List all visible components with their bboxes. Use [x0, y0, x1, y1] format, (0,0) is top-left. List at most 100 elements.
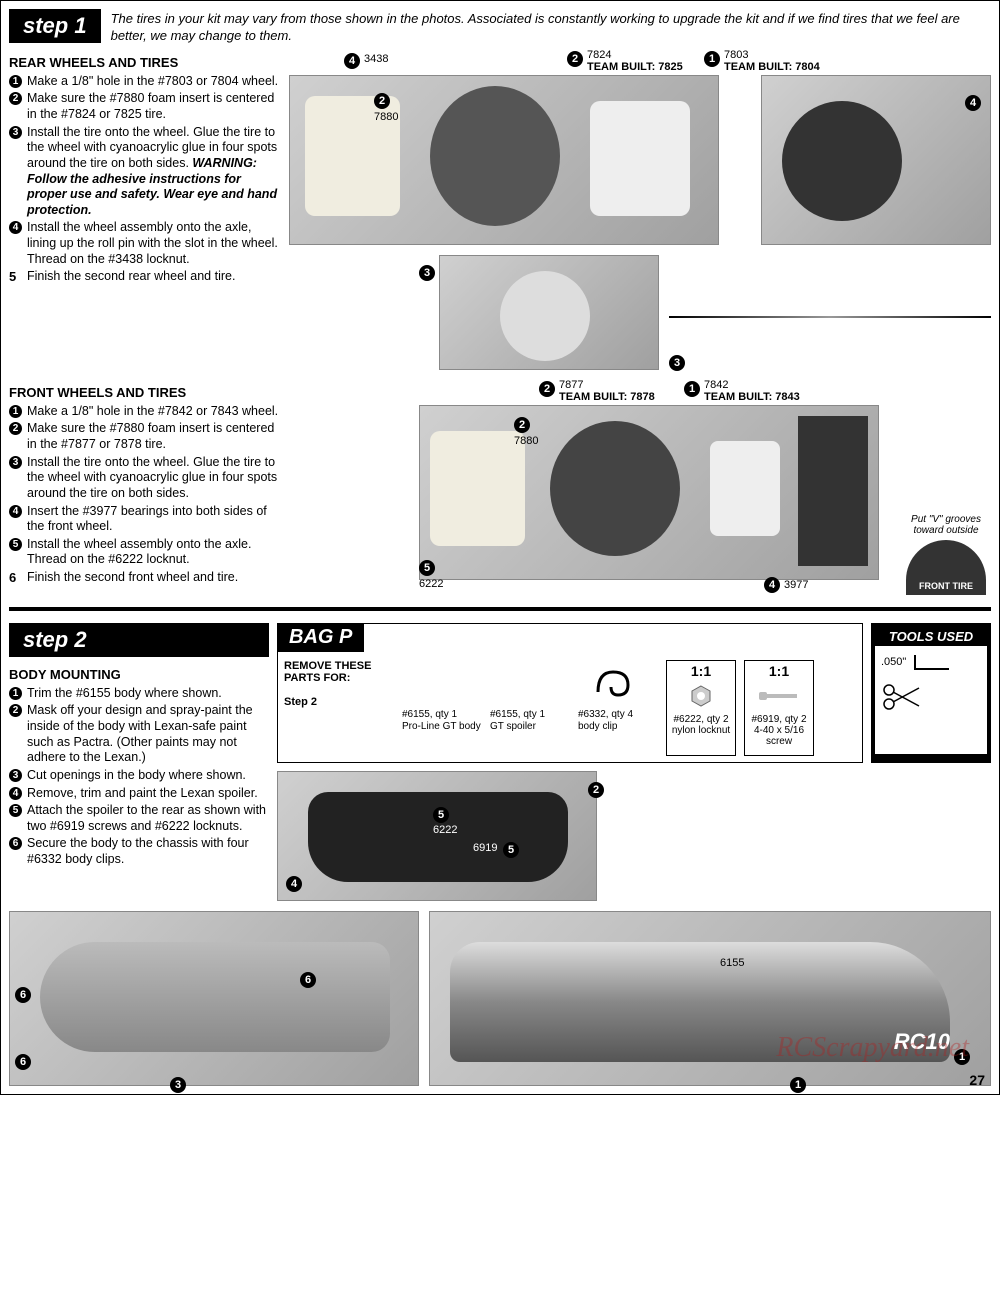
label-3438: 3438 [364, 53, 388, 66]
page-number: 27 [969, 1072, 985, 1088]
callout-b5: 5 [433, 807, 449, 823]
callout-3bot: 3 [170, 1077, 186, 1093]
step1-note: The tires in your kit may vary from thos… [111, 9, 991, 47]
callout-1bot: 1 [790, 1077, 806, 1093]
manual-page: step 1 The tires in your kit may vary fr… [0, 0, 1000, 1095]
list-item: 2Mask off your design and spray-paint th… [9, 703, 269, 766]
callout-2: 2 [374, 93, 390, 109]
callout-4b: 4 [965, 95, 981, 111]
list-item: 5Install the wheel assembly onto the axl… [9, 537, 279, 568]
label-7803: 7803TEAM BUILT: 7804 [724, 49, 820, 74]
bagp-header: BAG P [277, 623, 364, 652]
label-6919: 6919 [473, 842, 497, 855]
rc10-logo: RC10 [894, 1029, 950, 1055]
part-locknut: 1:1 #6222, qty 2nylon locknut [666, 660, 736, 756]
tools-header: TOOLS USED [875, 627, 987, 646]
list-item: 5Attach the spoiler to the rear as shown… [9, 803, 269, 834]
part-screw: 1:1 #6919, qty 24-40 x 5/16 screw [744, 660, 814, 756]
front-tire-icon: FRONT TIRE [906, 540, 986, 595]
spoiler-icon [490, 660, 570, 705]
list-item: 5Finish the second rear wheel and tire. [9, 269, 279, 285]
rear-steps: 1Make a 1/8" hole in the #7803 or 7804 w… [9, 74, 279, 285]
list-item: 1Make a 1/8" hole in the #7842 or 7843 w… [9, 404, 279, 420]
screw-icon [747, 679, 811, 714]
body-icon [402, 660, 482, 705]
label-7877: 7877TEAM BUILT: 7878 [559, 379, 655, 404]
divider [9, 607, 991, 611]
clip-icon [578, 660, 658, 705]
label-7824: 7824TEAM BUILT: 7825 [587, 49, 683, 74]
glue-photo [439, 255, 659, 370]
bagp-parts: #6155, qty 1Pro-Line GT body #6155, qty … [402, 630, 856, 756]
label-6222b: 6222 [433, 824, 457, 837]
front-steps: 1Make a 1/8" hole in the #7842 or 7843 w… [9, 404, 279, 586]
scissors-icon [881, 682, 921, 712]
part-clip: #6332, qty 4body clip [578, 660, 658, 756]
callout-f5: 5 [419, 560, 435, 576]
step2-badge: step 2 [9, 623, 269, 657]
callout-2b: 2 [567, 51, 583, 67]
bag-p-box: BAG P REMOVE THESE PARTS FOR: Step 2 #61… [277, 623, 863, 763]
body-top-view: 6 6 6 3 [9, 911, 419, 1086]
label-6155: 6155 [720, 957, 744, 970]
list-item: 4Install the wheel assembly onto the axl… [9, 220, 279, 267]
callout-f1: 1 [684, 381, 700, 397]
allen-key-icon [912, 652, 952, 672]
list-item: 4Insert the #3977 bearings into both sid… [9, 504, 279, 535]
front-title: FRONT WHEELS AND TIRES [9, 385, 279, 400]
callout-6a: 6 [15, 987, 31, 1003]
callout-f4: 4 [764, 577, 780, 593]
front-tire-diagram: Put "V" grooves toward outside FRONT TIR… [901, 514, 991, 595]
callout-f2: 2 [539, 381, 555, 397]
part-body: #6155, qty 1Pro-Line GT body [402, 660, 482, 756]
front-wheels-section: FRONT WHEELS AND TIRES 1Make a 1/8" hole… [9, 385, 991, 595]
label-3977: 3977 [784, 579, 808, 592]
list-item: 1Trim the #6155 body where shown. [9, 686, 269, 702]
body-steps: 1Trim the #6155 body where shown. 2Mask … [9, 686, 269, 868]
step2-text: step 2 BODY MOUNTING 1Trim the #6155 bod… [9, 623, 269, 901]
front-images: 2 7877TEAM BUILT: 7878 1 7842TEAM BUILT:… [289, 385, 991, 595]
callout-3: 3 [419, 265, 435, 281]
callout-3b: 3 [669, 355, 685, 371]
bottom-photos: 6 6 6 3 RC10 6155 1 1 [9, 911, 991, 1086]
callout-b2: 2 [588, 782, 604, 798]
list-item: 6Finish the second front wheel and tire. [9, 570, 279, 586]
list-item: 6Secure the body to the chassis with fou… [9, 836, 269, 867]
callout-6c: 6 [300, 972, 316, 988]
label-6222: 6222 [419, 578, 443, 591]
tools-body: .050" [875, 646, 987, 754]
front-text: FRONT WHEELS AND TIRES 1Make a 1/8" hole… [9, 385, 279, 588]
label-7842: 7842TEAM BUILT: 7843 [704, 379, 800, 404]
rear-photo-main [289, 75, 719, 245]
step2-row: step 2 BODY MOUNTING 1Trim the #6155 bod… [9, 623, 991, 901]
callout-b5b: 5 [503, 842, 519, 858]
list-item: 3Install the tire onto the wheel. Glue t… [9, 455, 279, 502]
rear-text: REAR WHEELS AND TIRES 1Make a 1/8" hole … [9, 55, 279, 287]
step1-header: step 1 The tires in your kit may vary fr… [9, 9, 991, 47]
label-7880: 7880 [374, 111, 398, 124]
callout-4: 4 [344, 53, 360, 69]
callout-1: 1 [704, 51, 720, 67]
callout-f2b: 2 [514, 417, 530, 433]
front-photo-main [419, 405, 879, 580]
tools-box: TOOLS USED .050" [871, 623, 991, 763]
callout-b4: 4 [286, 876, 302, 892]
body-mount-title: BODY MOUNTING [9, 667, 269, 682]
list-item: 3Install the tire onto the wheel. Glue t… [9, 125, 279, 219]
list-item: 2Make sure the #7880 foam insert is cent… [9, 421, 279, 452]
rear-body-photo: 4 5 6222 5 6919 2 [277, 771, 597, 901]
list-item: 3Cut openings in the body where shown. [9, 768, 269, 784]
rear-title: REAR WHEELS AND TIRES [9, 55, 279, 70]
part-spoiler: #6155, qty 1GT spoiler [490, 660, 570, 756]
rear-photo-axle [761, 75, 991, 245]
step1-badge: step 1 [9, 9, 101, 43]
list-item: 2Make sure the #7880 foam insert is cent… [9, 91, 279, 122]
callout-6b: 6 [15, 1054, 31, 1070]
nut-icon [669, 679, 733, 714]
label-7880f: 7880 [514, 435, 538, 448]
callout-1bot2: 1 [954, 1049, 970, 1065]
glue-photo-row: 3 3 [289, 255, 991, 375]
body-side-view: RC10 6155 1 1 [429, 911, 991, 1086]
list-item: 4Remove, trim and paint the Lexan spoile… [9, 786, 269, 802]
list-item: 1Make a 1/8" hole in the #7803 or 7804 w… [9, 74, 279, 90]
